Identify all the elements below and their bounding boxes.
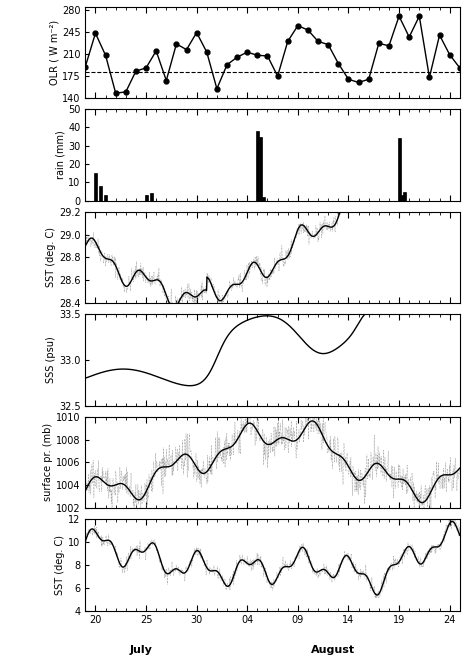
Bar (401, 195, 403, 201)
Y-axis label: surface pr. (mb): surface pr. (mb) (43, 423, 53, 501)
Bar (402, 191, 406, 201)
Bar (99, 186, 102, 201)
Y-axis label: SSS (psu): SSS (psu) (46, 337, 56, 383)
Bar (94, 173, 97, 201)
Bar (259, 137, 262, 201)
Bar (150, 193, 153, 201)
Y-axis label: rain (mm): rain (mm) (55, 131, 65, 179)
Text: August: August (311, 646, 356, 656)
Y-axis label: SST (deg. C): SST (deg. C) (55, 535, 65, 595)
Y-axis label: OLR ( W m⁻²): OLR ( W m⁻²) (49, 20, 59, 85)
Bar (398, 138, 401, 201)
Bar (262, 197, 265, 201)
Bar (256, 131, 259, 201)
Text: July: July (129, 646, 153, 656)
Bar (145, 195, 147, 201)
Y-axis label: SST (deg. C): SST (deg. C) (46, 227, 56, 287)
Bar (104, 195, 107, 201)
